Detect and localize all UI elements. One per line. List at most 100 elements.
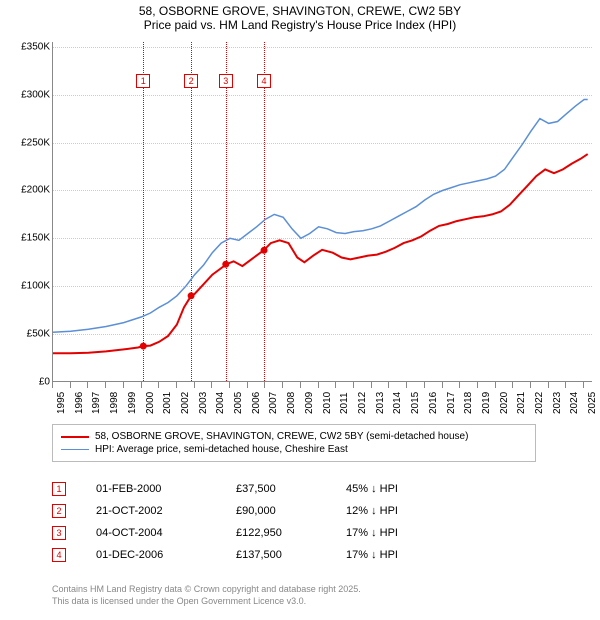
x-tick — [158, 382, 159, 388]
x-tick — [141, 382, 142, 388]
table-price: £90,000 — [236, 505, 316, 517]
x-axis-label: 2001 — [162, 392, 173, 414]
data-point-marker — [140, 343, 147, 350]
legend-item: 58, OSBORNE GROVE, SHAVINGTON, CREWE, CW… — [61, 430, 527, 443]
x-tick — [282, 382, 283, 388]
x-axis-label: 2019 — [481, 392, 492, 414]
series-line-property — [53, 154, 588, 353]
table-price: £137,500 — [236, 549, 316, 561]
x-axis-label: 2000 — [145, 392, 156, 414]
x-tick — [583, 382, 584, 388]
data-point-marker — [188, 292, 195, 299]
x-tick — [530, 382, 531, 388]
x-axis-label: 2003 — [198, 392, 209, 414]
x-axis-label: 2010 — [322, 392, 333, 414]
data-point-marker — [261, 247, 268, 254]
x-tick — [123, 382, 124, 388]
x-tick — [318, 382, 319, 388]
legend-label: 58, OSBORNE GROVE, SHAVINGTON, CREWE, CW… — [95, 431, 468, 442]
x-axis-label: 2002 — [180, 392, 191, 414]
x-tick — [335, 382, 336, 388]
x-tick — [229, 382, 230, 388]
x-axis-label: 2006 — [251, 392, 262, 414]
x-tick — [495, 382, 496, 388]
legend-swatch — [61, 436, 89, 438]
table-row: 3 04-OCT-2004 £122,950 17% ↓ HPI — [52, 522, 436, 544]
table-delta: 17% ↓ HPI — [346, 527, 436, 539]
x-tick — [512, 382, 513, 388]
table-row: 4 01-DEC-2006 £137,500 17% ↓ HPI — [52, 544, 436, 566]
legend-item: HPI: Average price, semi-detached house,… — [61, 443, 527, 456]
x-axis-label: 1999 — [127, 392, 138, 414]
x-tick — [548, 382, 549, 388]
x-tick — [424, 382, 425, 388]
x-axis-label: 1996 — [74, 392, 85, 414]
x-tick — [300, 382, 301, 388]
table-date: 01-FEB-2000 — [96, 483, 206, 495]
x-tick — [388, 382, 389, 388]
x-tick — [565, 382, 566, 388]
x-axis-label: 2009 — [304, 392, 315, 414]
table-delta: 45% ↓ HPI — [346, 483, 436, 495]
x-axis-label: 2004 — [215, 392, 226, 414]
x-tick — [194, 382, 195, 388]
x-axis-label: 2007 — [268, 392, 279, 414]
x-axis-label: 2013 — [375, 392, 386, 414]
x-axis-label: 1997 — [91, 392, 102, 414]
y-axis-label: £200K — [4, 185, 50, 196]
table-price: £122,950 — [236, 527, 316, 539]
x-tick — [52, 382, 53, 388]
table-marker-box: 4 — [52, 548, 66, 562]
x-tick — [477, 382, 478, 388]
x-tick — [105, 382, 106, 388]
x-axis-label: 2021 — [516, 392, 527, 414]
x-tick — [371, 382, 372, 388]
x-axis-label: 2014 — [392, 392, 403, 414]
table-delta: 17% ↓ HPI — [346, 549, 436, 561]
x-axis-label: 1995 — [56, 392, 67, 414]
data-point-marker — [222, 261, 229, 268]
x-axis-label: 2023 — [552, 392, 563, 414]
title-line-1: 58, OSBORNE GROVE, SHAVINGTON, CREWE, CW… — [0, 4, 600, 18]
x-tick — [176, 382, 177, 388]
table-price: £37,500 — [236, 483, 316, 495]
line-plot-svg — [53, 42, 593, 382]
table-marker-box: 3 — [52, 526, 66, 540]
footer-line-2: This data is licensed under the Open Gov… — [52, 596, 361, 608]
x-tick — [247, 382, 248, 388]
table-marker-box: 2 — [52, 504, 66, 518]
y-axis-label: £350K — [4, 41, 50, 52]
chart-container: 58, OSBORNE GROVE, SHAVINGTON, CREWE, CW… — [0, 0, 600, 620]
x-tick — [406, 382, 407, 388]
table-marker-box: 1 — [52, 482, 66, 496]
y-axis-label: £150K — [4, 233, 50, 244]
x-tick — [87, 382, 88, 388]
x-axis-label: 2011 — [339, 392, 350, 414]
x-axis-label: 2017 — [446, 392, 457, 414]
table-row: 1 01-FEB-2000 £37,500 45% ↓ HPI — [52, 478, 436, 500]
x-axis-label: 2016 — [428, 392, 439, 414]
x-tick — [442, 382, 443, 388]
transactions-table: 101-FEB-2000£37,50045% ↓ HPI221-OCT-2002… — [52, 478, 436, 566]
chart-plot-area: 1234 — [52, 42, 592, 382]
footer-text: Contains HM Land Registry data © Crown c… — [52, 584, 361, 607]
x-tick — [459, 382, 460, 388]
x-axis-label: 2012 — [357, 392, 368, 414]
y-axis-label: £300K — [4, 89, 50, 100]
table-date: 04-OCT-2004 — [96, 527, 206, 539]
series-line-hpi — [53, 100, 588, 333]
table-date: 01-DEC-2006 — [96, 549, 206, 561]
x-axis-label: 2005 — [233, 392, 244, 414]
x-axis-label: 1998 — [109, 392, 120, 414]
x-axis-label: 2018 — [463, 392, 474, 414]
x-tick — [353, 382, 354, 388]
x-tick — [211, 382, 212, 388]
y-axis-label: £50K — [4, 329, 50, 340]
table-delta: 12% ↓ HPI — [346, 505, 436, 517]
title-line-2: Price paid vs. HM Land Registry's House … — [0, 18, 600, 32]
x-axis-label: 2020 — [499, 392, 510, 414]
x-tick — [70, 382, 71, 388]
x-axis-label: 2024 — [569, 392, 580, 414]
table-row: 221-OCT-2002£90,00012% ↓ HPI — [52, 500, 436, 522]
y-axis-label: £100K — [4, 281, 50, 292]
